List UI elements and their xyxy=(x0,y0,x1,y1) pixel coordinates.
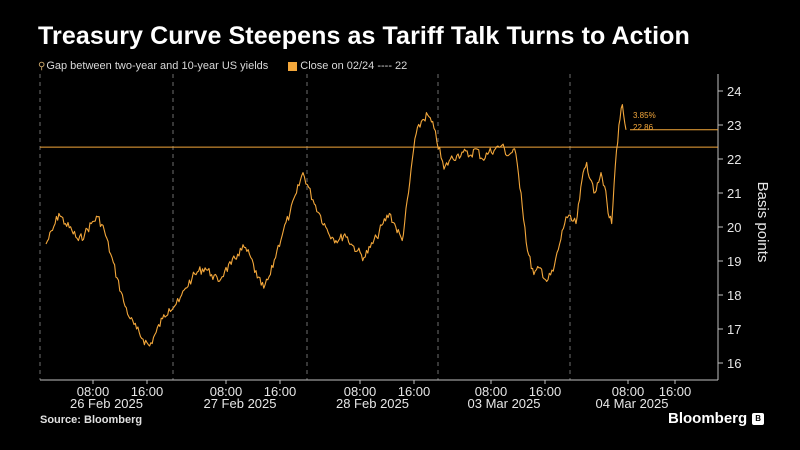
last-value-label: 22.86 xyxy=(633,123,654,132)
legend-close-label: Close on 02/24 ---- 22 xyxy=(300,60,408,72)
change-label: 3.85% xyxy=(633,111,656,120)
bloomberg-icon: B xyxy=(752,412,765,425)
annotations: 3.85% 22.86 xyxy=(630,111,718,132)
y-tick-label: 23 xyxy=(727,118,741,133)
y-tick-label: 24 xyxy=(727,84,741,99)
series-line xyxy=(45,104,627,347)
legend-series-label: Gap between two-year and 10-year US yiel… xyxy=(46,60,269,72)
grid-lines xyxy=(39,74,719,381)
y-tick-label: 22 xyxy=(727,152,741,167)
legend-close-swatch xyxy=(288,61,298,71)
x-tick-label: 16:00 xyxy=(264,384,297,399)
x-tick-label: 08:00 xyxy=(77,384,110,399)
x-date-label: 03 Mar 2025 xyxy=(468,396,541,411)
y-tick-label: 19 xyxy=(727,254,741,269)
y-tick-label: 17 xyxy=(727,322,741,337)
source-note: Source: Bloomberg xyxy=(40,414,143,426)
legend-series: ⚲ Gap between two-year and 10-year US yi… xyxy=(38,60,268,72)
y-tick-label: 20 xyxy=(727,220,741,235)
x-tick-label: 16:00 xyxy=(529,384,562,399)
x-tick-label: 16:00 xyxy=(398,384,431,399)
x-date-label: 04 Mar 2025 xyxy=(596,396,669,411)
x-tick-label: 08:00 xyxy=(475,384,508,399)
chart-title: Treasury Curve Steepens as Tariff Talk T… xyxy=(38,22,690,50)
x-tick-label: 16:00 xyxy=(131,384,164,399)
brand-logo: Bloomberg B xyxy=(668,410,765,427)
legend: ⚲ Gap between two-year and 10-year US yi… xyxy=(38,60,407,72)
y-axis-label: Basis points xyxy=(754,182,771,263)
x-tick-label: 08:00 xyxy=(344,384,377,399)
x-tick-label: 08:00 xyxy=(612,384,645,399)
y-tick-label: 21 xyxy=(727,186,741,201)
x-date-label: 26 Feb 2025 xyxy=(70,396,143,411)
x-tick-label: 08:00 xyxy=(210,384,243,399)
y-tick-label: 18 xyxy=(727,288,741,303)
legend-close: Close on 02/24 ---- 22 xyxy=(288,60,407,72)
x-date-label: 28 Feb 2025 xyxy=(336,396,409,411)
y-axis: 16 17 18 19 20 21 22 23 24 Basis points xyxy=(718,84,771,371)
series-path xyxy=(45,104,627,347)
brand-text: Bloomberg xyxy=(668,410,748,427)
x-date-label: 27 Feb 2025 xyxy=(203,396,276,411)
pin-icon: ⚲ xyxy=(38,60,46,72)
y-tick-label: 16 xyxy=(727,356,741,371)
x-tick-label: 16:00 xyxy=(659,384,692,399)
